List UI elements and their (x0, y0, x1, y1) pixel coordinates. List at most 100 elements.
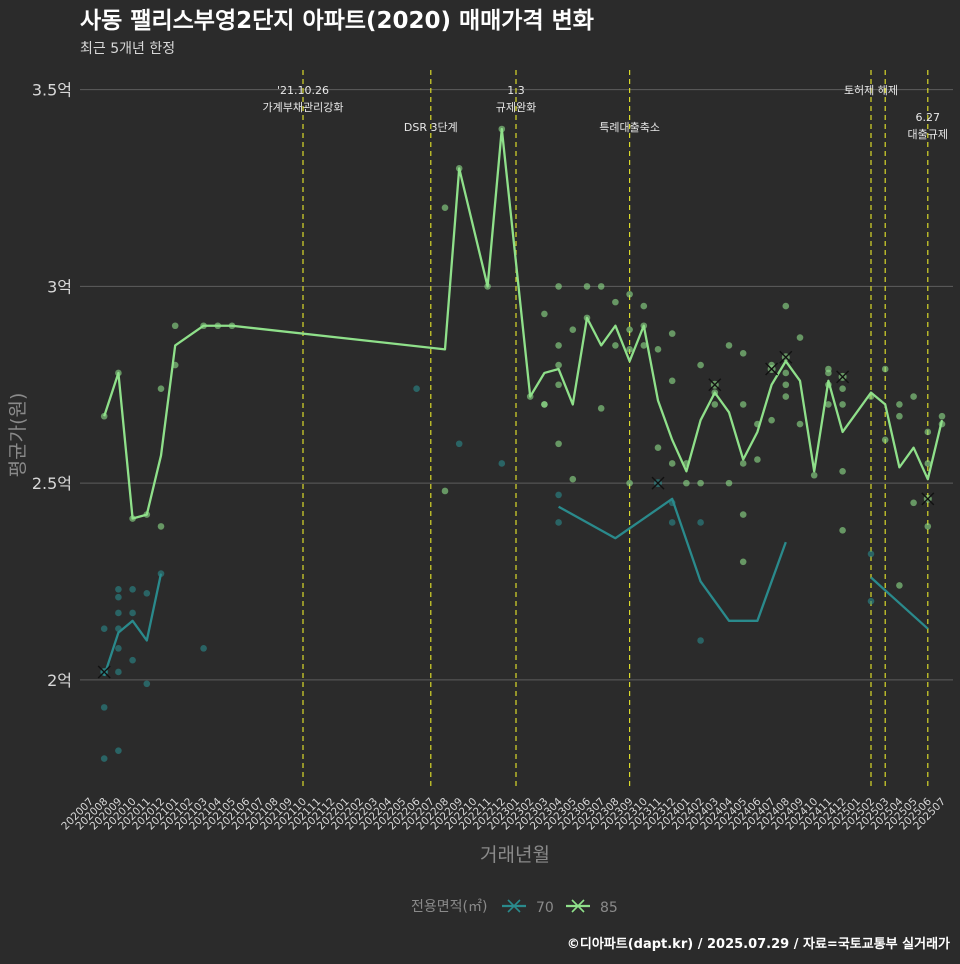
series-line (103, 127, 944, 520)
data-point (555, 283, 562, 290)
data-point (896, 582, 903, 589)
event-label: 토허제 해제 (844, 83, 898, 97)
legend-item-85: 85 (566, 899, 618, 916)
data-point (100, 755, 108, 762)
data-point (697, 637, 704, 644)
x-marker (921, 492, 935, 506)
event-label: 대출규제 (908, 128, 948, 141)
data-point (171, 322, 179, 330)
data-point (129, 586, 136, 593)
data-point (782, 302, 790, 310)
data-point (697, 361, 704, 369)
data-point (839, 527, 846, 534)
data-point (697, 479, 704, 487)
event-label: 1.3 (507, 84, 525, 97)
data-point (157, 523, 165, 530)
data-point (115, 609, 122, 617)
series-line (558, 497, 787, 622)
data-point (455, 440, 463, 448)
x-tick-labels: 2020072020082020092020102020112020122021… (59, 795, 948, 832)
data-point (654, 444, 662, 452)
event-label: 규제완화 (496, 101, 536, 114)
data-point (626, 326, 633, 333)
data-point (924, 523, 932, 530)
series-70 (97, 385, 929, 762)
data-point (896, 412, 903, 420)
chart-subtitle: 최근 5개년 한정 (80, 41, 175, 57)
data-point (413, 385, 420, 392)
data-point (626, 290, 633, 298)
data-point (640, 302, 648, 310)
y-tick-label: 3.5억 (32, 81, 72, 100)
legend-label: 85 (600, 900, 618, 916)
data-point (782, 393, 790, 400)
data-point (441, 204, 449, 212)
data-point (711, 401, 719, 408)
data-point (739, 460, 747, 467)
data-point (881, 365, 889, 373)
y-tick-label: 2.5억 (32, 474, 72, 493)
event-label: 6.27 (916, 111, 941, 124)
data-point (683, 479, 690, 487)
data-point (143, 680, 151, 688)
data-point (555, 361, 562, 369)
series-85 (100, 125, 946, 589)
data-point (839, 385, 846, 392)
data-point (668, 460, 676, 467)
data-point (782, 381, 790, 389)
x-axis-title: 거래년월 (480, 844, 550, 866)
data-point (626, 479, 633, 487)
data-point (115, 593, 122, 601)
data-point (555, 440, 562, 448)
data-point (115, 747, 122, 754)
y-tick-label: 3억 (47, 277, 72, 296)
data-point (626, 346, 633, 353)
data-point (739, 349, 747, 357)
footer-credit: ©디아파트(dapt.kr) / 2025.07.29 / 자료=국토교통부 실… (567, 936, 950, 952)
x-marker (97, 665, 111, 679)
data-point (115, 645, 122, 652)
data-point (597, 283, 605, 290)
data-point (555, 491, 562, 499)
event-label: DSR 3단계 (404, 121, 458, 134)
data-point (739, 401, 747, 408)
legend-item-70: 70 (502, 899, 554, 916)
data-point (725, 479, 733, 487)
data-point (583, 283, 591, 290)
data-point (498, 460, 506, 467)
data-point (157, 385, 165, 392)
data-point (668, 519, 676, 526)
data-point (739, 558, 747, 566)
series-line (103, 573, 163, 677)
data-point (654, 346, 662, 353)
data-point (668, 377, 676, 385)
data-point (100, 625, 108, 632)
data-point (668, 330, 676, 337)
data-point (143, 589, 151, 597)
data-point (555, 519, 562, 526)
data-point (938, 412, 946, 420)
data-point (725, 342, 733, 349)
legend-swatch-marker (571, 899, 585, 913)
data-point (867, 550, 875, 558)
series-line (870, 576, 929, 630)
data-point (839, 468, 846, 475)
data-point (115, 668, 122, 676)
data-point (768, 416, 775, 424)
data-point (115, 586, 122, 593)
legend: 전용면적(㎡) 70 85 (411, 899, 618, 916)
chart-title: 사동 팰리스부영2단지 아파트(2020) 매매가격 변화 (80, 8, 594, 34)
data-point (541, 401, 548, 408)
data-point (910, 393, 917, 400)
data-point (825, 369, 832, 377)
data-point (597, 405, 605, 412)
data-point (896, 401, 903, 408)
y-tick-labels: 2억 2.5억 3억 3.5억 (32, 81, 72, 690)
data-point (129, 609, 136, 617)
data-point (867, 597, 875, 605)
y-tick-label: 2억 (47, 671, 72, 690)
